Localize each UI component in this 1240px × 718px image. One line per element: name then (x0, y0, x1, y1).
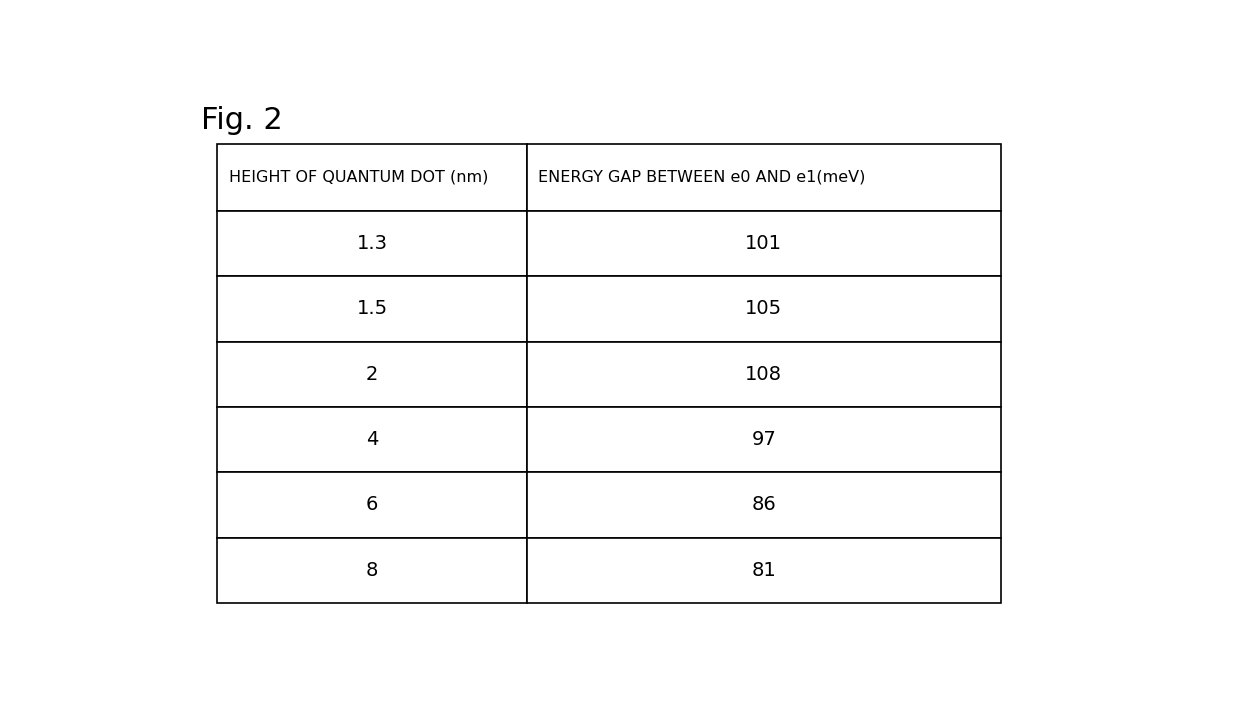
Text: 6: 6 (366, 495, 378, 515)
Bar (527, 211, 1001, 276)
Bar (217, 407, 527, 472)
Bar (217, 538, 527, 603)
Text: 2: 2 (366, 365, 378, 383)
Bar (527, 276, 1001, 342)
Bar (217, 276, 527, 342)
Bar (527, 144, 1001, 211)
Text: 105: 105 (745, 299, 782, 318)
Text: 101: 101 (745, 234, 782, 253)
Text: 86: 86 (751, 495, 776, 515)
Bar (527, 407, 1001, 472)
Bar (527, 538, 1001, 603)
Text: 8: 8 (366, 561, 378, 580)
Text: 1.5: 1.5 (357, 299, 388, 318)
Text: Fig. 2: Fig. 2 (201, 106, 283, 134)
Text: 108: 108 (745, 365, 782, 383)
Bar (217, 342, 527, 407)
Text: 81: 81 (751, 561, 776, 580)
Bar (217, 144, 527, 211)
Bar (217, 211, 527, 276)
Text: 1.3: 1.3 (357, 234, 388, 253)
Bar (527, 472, 1001, 538)
Text: HEIGHT OF QUANTUM DOT (nm): HEIGHT OF QUANTUM DOT (nm) (229, 170, 489, 185)
Bar (217, 472, 527, 538)
Text: 97: 97 (751, 430, 776, 449)
Text: ENERGY GAP BETWEEN e0 AND e1(meV): ENERGY GAP BETWEEN e0 AND e1(meV) (538, 170, 866, 185)
Text: 4: 4 (366, 430, 378, 449)
Bar (527, 342, 1001, 407)
